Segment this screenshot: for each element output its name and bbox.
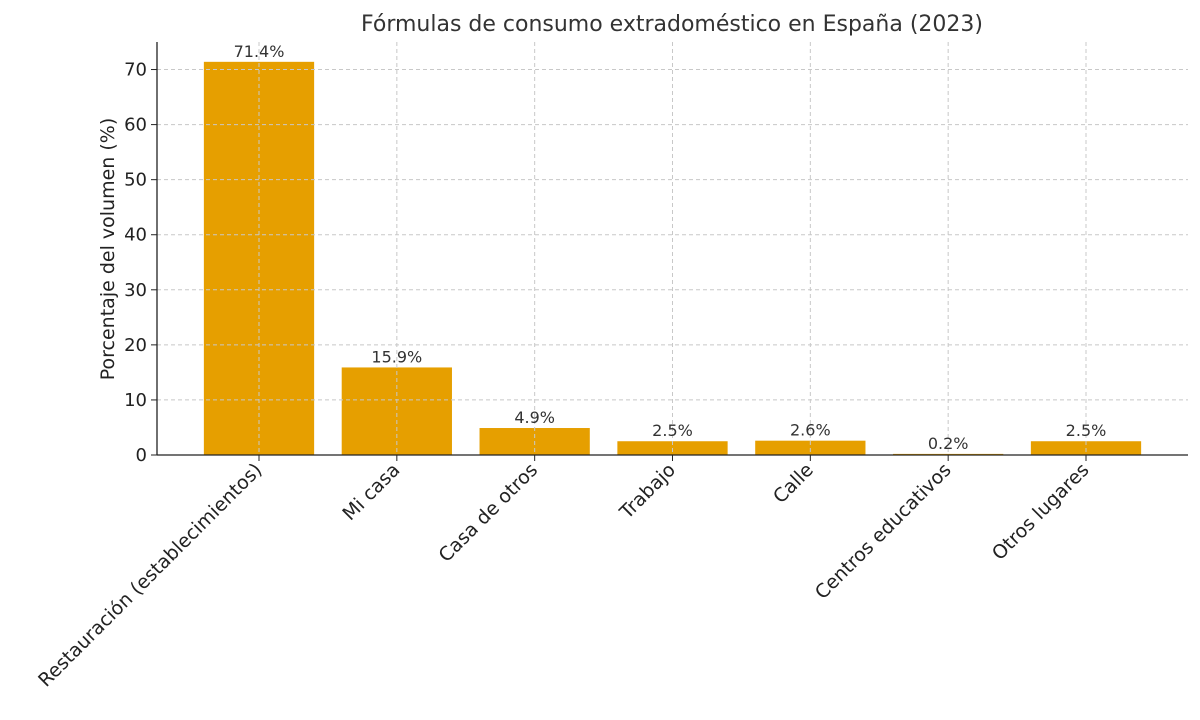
- y-tick-label: 40: [124, 225, 147, 246]
- data-label: 0.2%: [928, 434, 969, 453]
- x-tick-label: Trabajo: [615, 459, 680, 524]
- x-tick-label: Casa de otros: [435, 459, 543, 567]
- data-label: 2.5%: [652, 421, 693, 440]
- y-tick-label: 20: [124, 335, 147, 356]
- x-tick-label: Restauración (establecimientos): [34, 459, 266, 691]
- bar: [341, 367, 452, 455]
- y-tick-label: 10: [124, 390, 147, 411]
- y-tick-label: 50: [124, 170, 147, 191]
- bar: [755, 440, 866, 455]
- y-tick-label: 70: [124, 60, 147, 81]
- data-label: 2.5%: [1066, 421, 1107, 440]
- y-axis-label: Porcentaje del volumen (%): [97, 118, 119, 381]
- x-tick-label: Mi casa: [338, 459, 404, 525]
- y-tick-label: 60: [124, 115, 147, 136]
- chart-title: Fórmulas de consumo extradoméstico en Es…: [361, 12, 983, 37]
- x-tick-label: Calle: [769, 459, 818, 508]
- data-label: 2.6%: [790, 421, 831, 440]
- data-label: 71.4%: [234, 42, 285, 61]
- data-label: 15.9%: [371, 347, 422, 366]
- data-label: 4.9%: [514, 408, 555, 427]
- y-tick-label: 0: [136, 445, 147, 466]
- x-tick-label: Otros lugares: [988, 459, 1094, 565]
- x-tick-label: Centros educativos: [811, 459, 956, 604]
- y-tick-label: 30: [124, 280, 147, 301]
